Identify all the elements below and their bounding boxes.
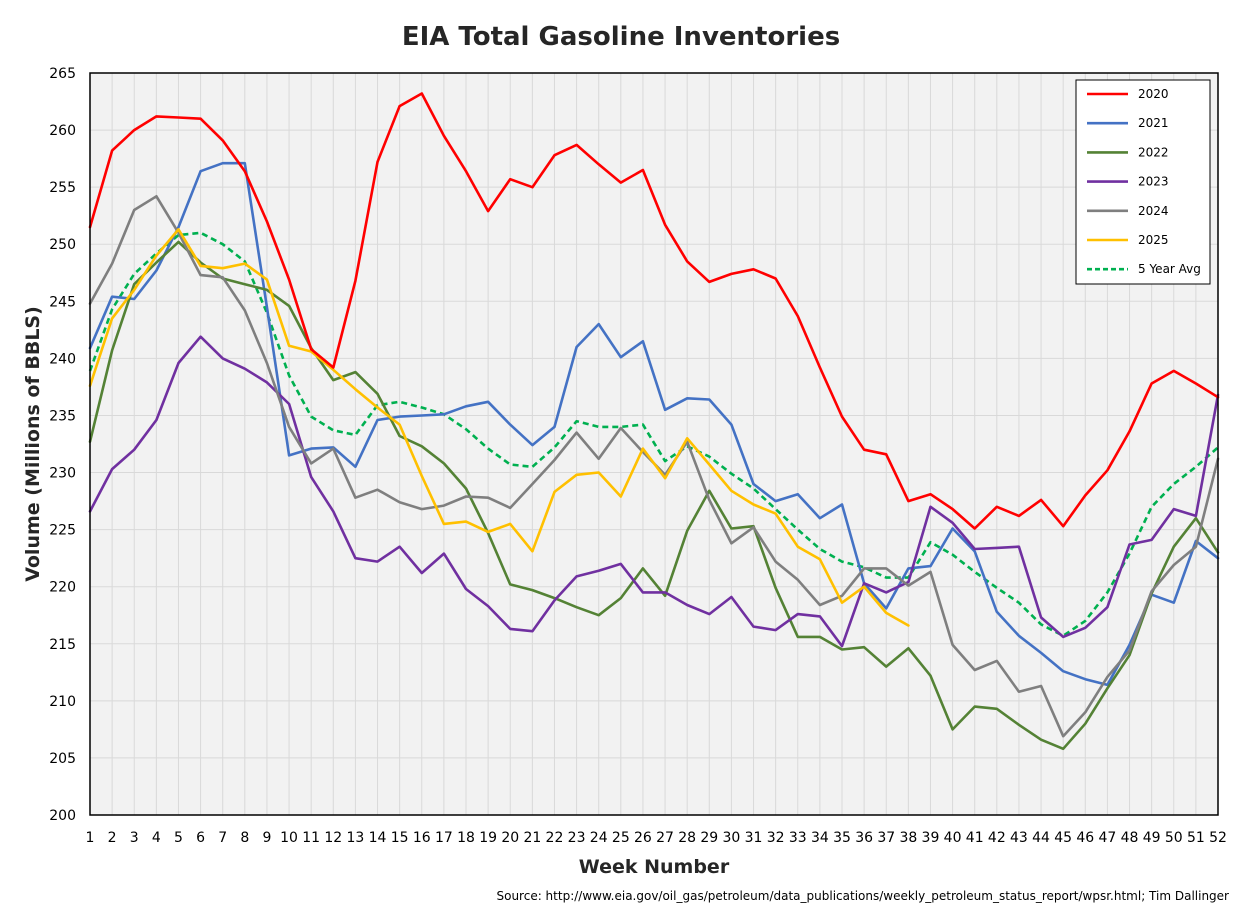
x-tick-label: 18	[457, 830, 475, 846]
x-tick-label: 15	[391, 830, 409, 846]
x-tick-label: 36	[855, 830, 873, 846]
series-line-2021	[88, 161, 1220, 687]
y-tick-label: 225	[49, 523, 76, 539]
y-tick-label: 260	[49, 123, 76, 139]
x-tick-label: 21	[523, 830, 541, 846]
x-tick-label: 12	[324, 830, 342, 846]
x-tick-label: 13	[346, 830, 364, 846]
legend-label: 2021	[1138, 116, 1169, 130]
x-tick-label: 7	[218, 830, 227, 846]
x-tick-label: 52	[1209, 830, 1227, 846]
x-tick-label: 27	[656, 830, 674, 846]
x-tick-label: 10	[280, 830, 298, 846]
y-tick-label: 250	[49, 237, 76, 253]
x-tick-label: 16	[413, 830, 431, 846]
legend-label: 5 Year Avg	[1138, 262, 1201, 276]
x-tick-label: 11	[302, 830, 320, 846]
x-tick-label: 42	[988, 830, 1006, 846]
x-tick-label: 1	[86, 830, 95, 846]
x-tick-label: 49	[1143, 830, 1161, 846]
x-tick-label: 30	[722, 830, 740, 846]
x-tick-label: 38	[899, 830, 917, 846]
y-tick-label: 200	[49, 808, 76, 824]
y-tick-label: 255	[49, 180, 76, 196]
x-tick-label: 51	[1187, 830, 1205, 846]
y-tick-label: 235	[49, 408, 76, 424]
chart-title: EIA Total Gasoline Inventories	[402, 22, 840, 52]
y-tick-label: 240	[49, 351, 76, 367]
x-tick-label: 37	[877, 830, 895, 846]
x-axis-title: Week Number	[579, 856, 730, 878]
y-axis-title: Volume (Millions of BBLS)	[22, 306, 44, 582]
x-tick-label: 2	[108, 830, 117, 846]
series-line-2020	[88, 92, 1220, 530]
x-tick-label: 26	[634, 830, 652, 846]
x-tick-label: 35	[833, 830, 851, 846]
y-tick-label: 220	[49, 580, 76, 596]
x-tick-label: 20	[501, 830, 519, 846]
series-line-2025	[88, 228, 910, 627]
x-tick-label: 31	[745, 830, 763, 846]
x-tick-label: 47	[1098, 830, 1116, 846]
x-tick-label: 43	[1010, 830, 1028, 846]
y-tick-label: 210	[49, 694, 76, 710]
x-tick-label: 44	[1032, 830, 1050, 846]
y-axis-ticks: 200 205 210 215 220 225 230 235 240 245 250 255 260 2…	[49, 66, 76, 824]
y-tick-label: 230	[49, 466, 76, 482]
x-tick-label: 17	[435, 830, 453, 846]
x-tick-label: 50	[1165, 830, 1183, 846]
x-tick-label: 40	[944, 830, 962, 846]
source-note: Source: http://www.eia.gov/oil_gas/petro…	[496, 889, 1229, 903]
gridlines	[89, 72, 1219, 816]
x-tick-label: 29	[700, 830, 718, 846]
x-tick-label: 48	[1121, 830, 1139, 846]
series-lines	[88, 92, 1220, 751]
x-tick-label: 41	[966, 830, 984, 846]
x-tick-label: 39	[922, 830, 940, 846]
x-tick-label: 45	[1054, 830, 1072, 846]
y-tick-label: 265	[49, 66, 76, 82]
x-tick-label: 34	[811, 830, 829, 846]
x-axis-ticks: 1 2 3 4 5 6 7 8 9 10 11 12 13 14 15 16 17 18 19 20 21 22 23 24 2…	[86, 830, 1227, 846]
series-line-2022	[88, 240, 1220, 751]
x-tick-label: 19	[479, 830, 497, 846]
legend: 2020 2021 2022 2023 2024 2025 5 Year Avg	[1075, 79, 1211, 285]
legend-label: 2020	[1138, 87, 1169, 101]
x-tick-label: 32	[767, 830, 785, 846]
x-tick-label: 8	[240, 830, 249, 846]
legend-label: 2022	[1138, 145, 1169, 159]
x-tick-label: 3	[130, 830, 139, 846]
x-tick-label: 6	[196, 830, 205, 846]
x-tick-label: 24	[590, 830, 608, 846]
series-line-5-year-avg	[88, 231, 1219, 638]
x-tick-label: 25	[612, 830, 630, 846]
x-tick-label: 5	[174, 830, 183, 846]
legend-label: 2023	[1138, 175, 1169, 189]
x-tick-label: 22	[546, 830, 564, 846]
plot-border	[89, 72, 1219, 816]
x-tick-label: 9	[262, 830, 271, 846]
y-tick-label: 215	[49, 637, 76, 653]
x-tick-label: 4	[152, 830, 161, 846]
x-tick-label: 28	[678, 830, 696, 846]
y-tick-label: 245	[49, 294, 76, 310]
legend-label: 2024	[1138, 204, 1169, 218]
x-tick-label: 46	[1076, 830, 1094, 846]
x-tick-label: 14	[369, 830, 387, 846]
x-tick-label: 33	[789, 830, 807, 846]
x-tick-label: 23	[568, 830, 586, 846]
legend-label: 2025	[1138, 233, 1169, 247]
y-tick-label: 205	[49, 751, 76, 767]
